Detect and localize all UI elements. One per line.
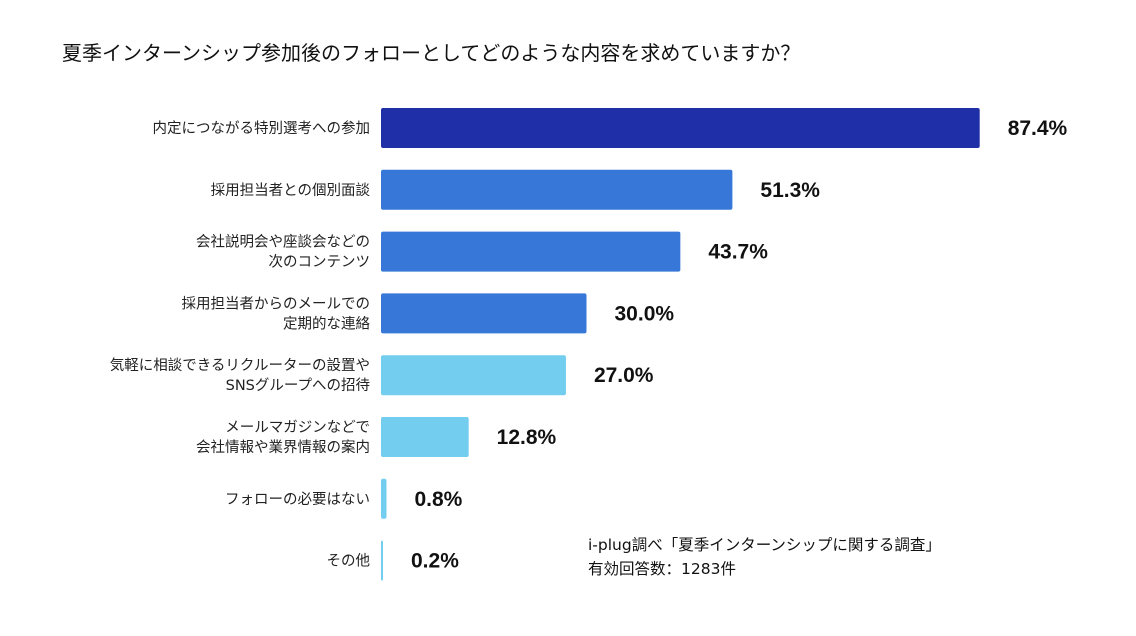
category-label-3-line-1: 会社説明会や座談会などの — [196, 234, 370, 251]
value-label-1: 87.4% — [1008, 117, 1068, 140]
category-label-1: 内定につながる特別選考への参加 — [153, 120, 371, 137]
value-label-6: 12.8% — [497, 426, 557, 449]
category-label-7: フォローの必要はない — [225, 491, 370, 508]
value-label-4: 30.0% — [615, 302, 675, 325]
value-label-8: 0.2% — [411, 550, 459, 573]
chart-title: 夏季インターンシップ参加後のフォローとしてどのような内容を求めていますか？ — [62, 41, 800, 65]
bar-7 — [381, 478, 387, 519]
value-label-2: 51.3% — [760, 179, 820, 202]
category-label-8: その他 — [327, 553, 371, 570]
category-label-3-line-2: 次のコンテンツ — [269, 254, 371, 271]
category-label-4-line-1: 採用担当者からのメールでの — [182, 295, 371, 312]
bar-1 — [381, 108, 980, 148]
category-label-6-line-1: メールマガジンなどで — [225, 419, 370, 436]
bar-6 — [381, 417, 469, 457]
value-label-7: 0.8% — [414, 488, 462, 511]
source-note-line1: i-plug調べ「夏季インターンシップに関する調査」 — [588, 536, 941, 554]
value-label-5: 27.0% — [594, 364, 654, 387]
bars-group: 87.4% 内定につながる特別選考への参加 51.3% 採用担当者との個別面談 43.7… — [110, 108, 1068, 581]
bar-2 — [381, 169, 733, 210]
source-note-line2: 有効回答数：1283件 — [588, 560, 736, 578]
category-label-4-line-2: 定期的な連絡 — [283, 315, 370, 332]
bar-4 — [381, 293, 587, 334]
bar-3 — [381, 231, 681, 272]
category-label-6-line-2: 会社情報や業界情報の案内 — [196, 438, 370, 456]
value-label-3: 43.7% — [708, 241, 768, 264]
category-label-5-line-1: 気軽に相談できるリクルーターの設置や — [110, 357, 370, 374]
category-label-2: 採用担当者との個別面談 — [211, 182, 371, 199]
category-label-5-line-2: SNSグループへの招待 — [226, 377, 370, 394]
bar-8 — [381, 540, 383, 581]
bar-5 — [381, 355, 566, 396]
source-note: i-plug調べ「夏季インターンシップに関する調査」 有効回答数：1283件 — [588, 536, 941, 578]
